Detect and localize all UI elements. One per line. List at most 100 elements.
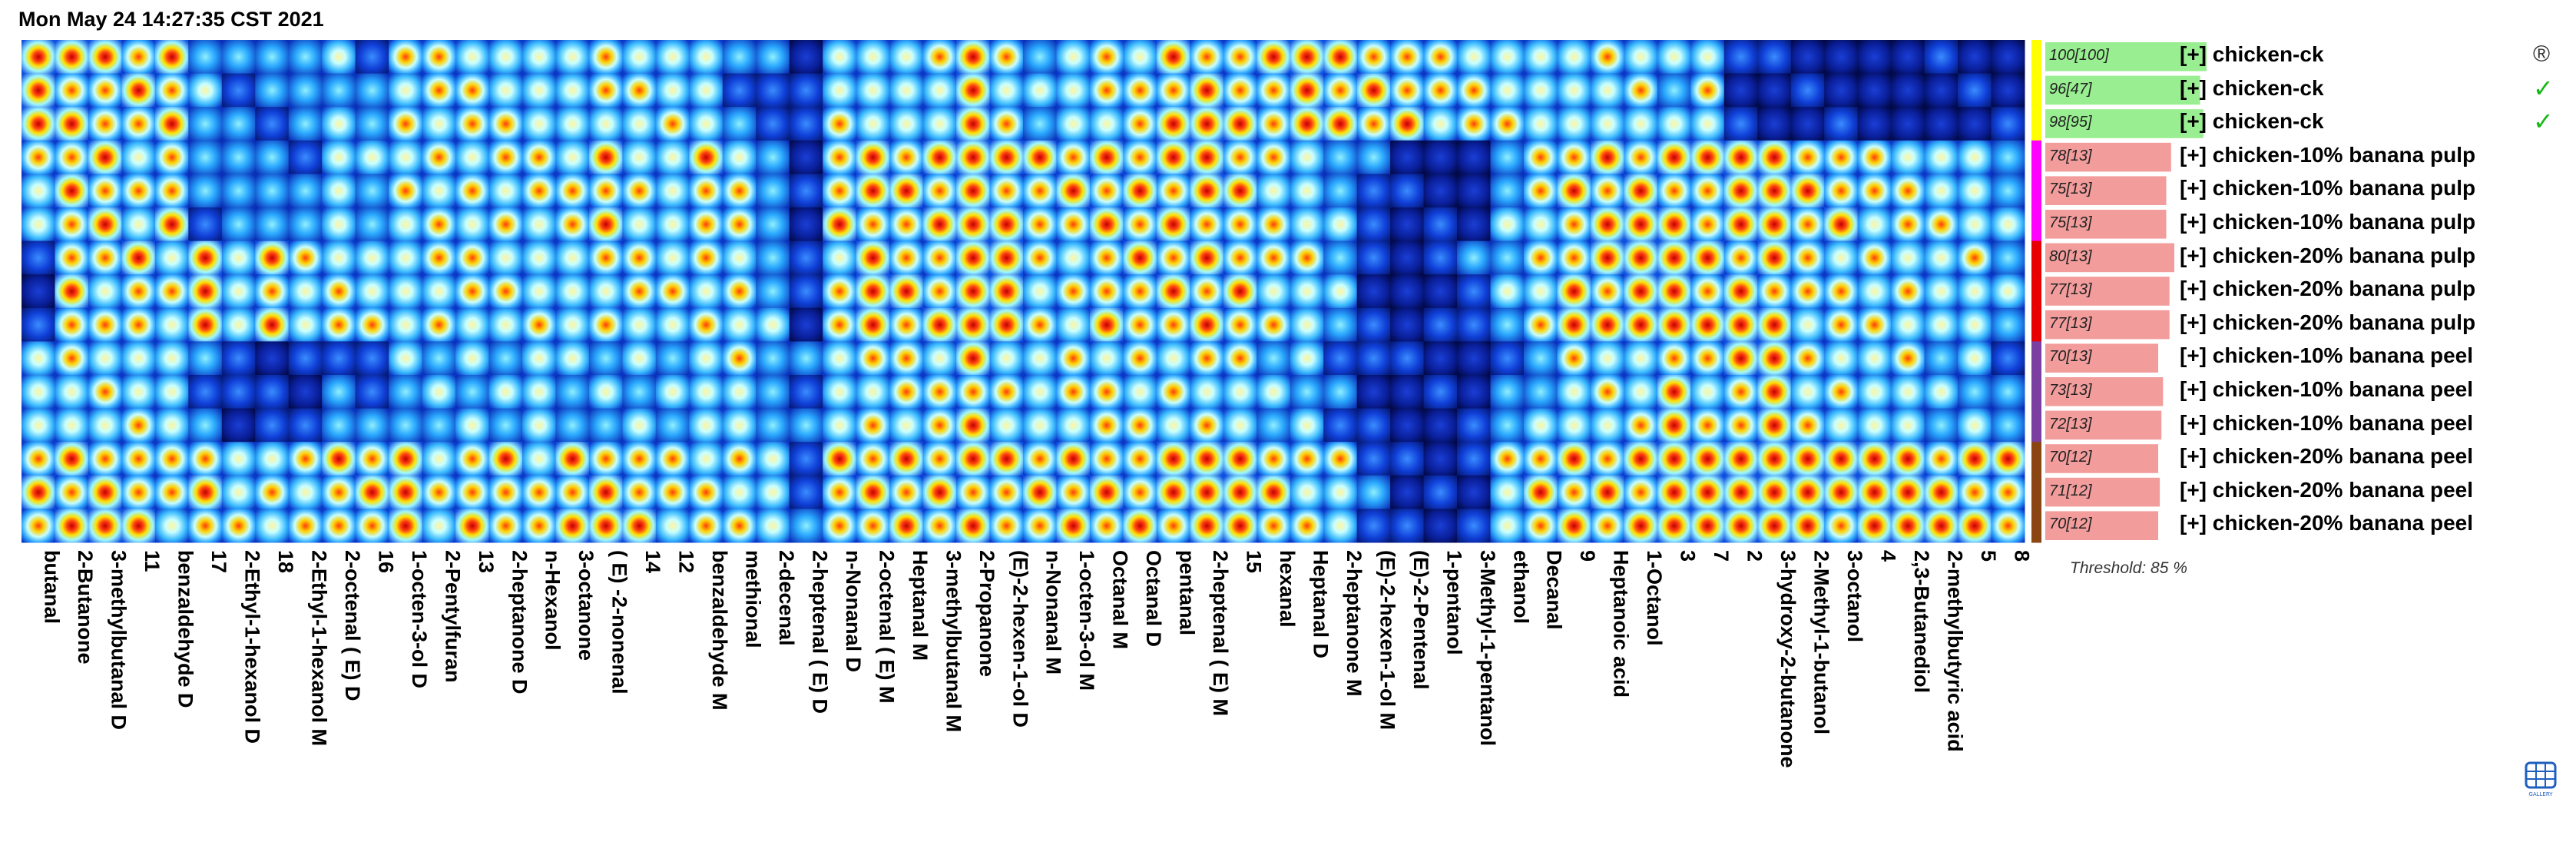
heatmap-cell [488, 475, 523, 509]
row-label[interactable]: [+] chicken-20% banana peel [2180, 444, 2474, 468]
heatmap-cell [1423, 341, 1458, 376]
heatmap-cell [1757, 475, 1792, 509]
heatmap-cell [1857, 107, 1892, 141]
heatmap-cell [288, 107, 323, 141]
heatmap-cell [1958, 307, 1992, 342]
heatmap-cell [1457, 509, 1492, 543]
heatmap-cell [188, 341, 223, 376]
row-label[interactable]: [+] chicken-ck [2180, 76, 2324, 100]
similarity-bar [2045, 75, 2200, 105]
heatmap-cell [789, 73, 823, 108]
heatmap-cell [322, 307, 356, 342]
heatmap-cell [1156, 475, 1190, 509]
heatmap-cell [1023, 174, 1057, 208]
heatmap-cell [655, 475, 690, 509]
heatmap-cell [1390, 442, 1425, 476]
heatmap-cell [922, 509, 957, 543]
heatmap-cell [422, 40, 456, 75]
heatmap-cell [588, 140, 623, 174]
column-label: 11 [141, 550, 164, 572]
heatmap-cell [221, 107, 256, 141]
heatmap-cell [1223, 375, 1257, 409]
heatmap-cell [55, 307, 89, 342]
heatmap-cell [55, 240, 89, 275]
row-label[interactable]: [+] chicken-10% banana pulp [2180, 210, 2476, 234]
heatmap-cell [756, 442, 790, 476]
heatmap-cell [88, 274, 122, 309]
heatmap-cell [355, 107, 389, 141]
heatmap-cell [1991, 274, 2025, 309]
similarity-bar [2045, 310, 2170, 340]
similarity-bar [2045, 477, 2160, 507]
heatmap-cell [722, 307, 757, 342]
heatmap-cell [1089, 442, 1124, 476]
heatmap-cell [1290, 107, 1324, 141]
heatmap-cell [1590, 40, 1624, 75]
heatmap-cell [989, 442, 1024, 476]
heatmap-cell [1290, 307, 1324, 342]
check-icon: ✓ [2533, 108, 2554, 135]
heatmap-cell [455, 509, 490, 543]
heatmap-cell [1323, 73, 1358, 108]
heatmap-cell [1690, 307, 1725, 342]
heatmap-cell [154, 408, 189, 443]
heatmap-cell [622, 174, 657, 208]
heatmap-cell [22, 207, 55, 242]
row-label[interactable]: [+] chicken-20% banana pulp [2180, 277, 2476, 300]
row-label[interactable]: [+] chicken-20% banana peel [2180, 478, 2474, 502]
row-label[interactable]: [+] chicken-10% banana pulp [2180, 143, 2476, 167]
heatmap-cell [1624, 442, 1658, 476]
heatmap-cell [255, 307, 290, 342]
row-label[interactable]: [+] chicken-10% banana pulp [2180, 176, 2476, 200]
heatmap-cell [522, 408, 556, 443]
heatmap-cell [588, 240, 623, 275]
heatmap-cell [1390, 408, 1425, 443]
heatmap-cell [856, 240, 890, 275]
column-label: 1-Octanol [1643, 550, 1666, 646]
row-label[interactable]: [+] chicken-20% banana pulp [2180, 310, 2476, 334]
heatmap-cell [1891, 107, 1925, 141]
heatmap-cell [922, 375, 957, 409]
heatmap-cell [1790, 341, 1825, 376]
heatmap-cell [1390, 40, 1425, 75]
heatmap-cell [1423, 107, 1458, 141]
heatmap-cell [55, 107, 89, 141]
heatmap-cell [1958, 341, 1992, 376]
column-label: 4 [1876, 550, 1899, 562]
row-label[interactable]: [+] chicken-10% banana peel [2180, 411, 2474, 435]
column-label: (E)-2-hexen-1-ol M [1376, 550, 1399, 730]
heatmap-cell [1156, 73, 1190, 108]
heatmap-cell [622, 375, 657, 409]
heatmap-cell [22, 341, 55, 376]
heatmap-cell [856, 442, 890, 476]
row-label[interactable]: [+] chicken-10% banana peel [2180, 343, 2474, 367]
heatmap-cell [221, 442, 256, 476]
heatmap-cell [1023, 509, 1057, 543]
heatmap-cell [154, 207, 189, 242]
row-label[interactable]: [+] chicken-ck [2180, 109, 2324, 133]
similarity-value: 71[12] [2049, 482, 2092, 499]
heatmap-cell [956, 408, 991, 443]
column-label: 2-Pentylfuran [441, 550, 464, 683]
heatmap-cell [1857, 442, 1892, 476]
heatmap-cell [522, 207, 556, 242]
row-label[interactable]: [+] chicken-20% banana peel [2180, 511, 2474, 535]
heatmap-cell [1657, 442, 1691, 476]
heatmap-cell [1423, 307, 1458, 342]
heatmap-cell [1958, 475, 1992, 509]
heatmap-cell [722, 274, 757, 309]
heatmap-cell [255, 40, 290, 75]
row-label[interactable]: [+] chicken-10% banana peel [2180, 377, 2474, 401]
heatmap-cell [255, 341, 290, 376]
row-label[interactable]: [+] chicken-ck [2180, 42, 2324, 66]
heatmap-cell [121, 40, 156, 75]
heatmap-cell [255, 408, 290, 443]
heatmap-cell [1156, 442, 1190, 476]
heatmap-cell [1924, 341, 1958, 376]
gallery-icon[interactable]: GALLERY [2524, 761, 2558, 799]
heatmap-cell [655, 73, 690, 108]
heatmap-cell [1223, 475, 1257, 509]
row-label[interactable]: [+] chicken-20% banana pulp [2180, 244, 2476, 267]
heatmap-cell [389, 207, 423, 242]
heatmap-cell [1524, 475, 1558, 509]
